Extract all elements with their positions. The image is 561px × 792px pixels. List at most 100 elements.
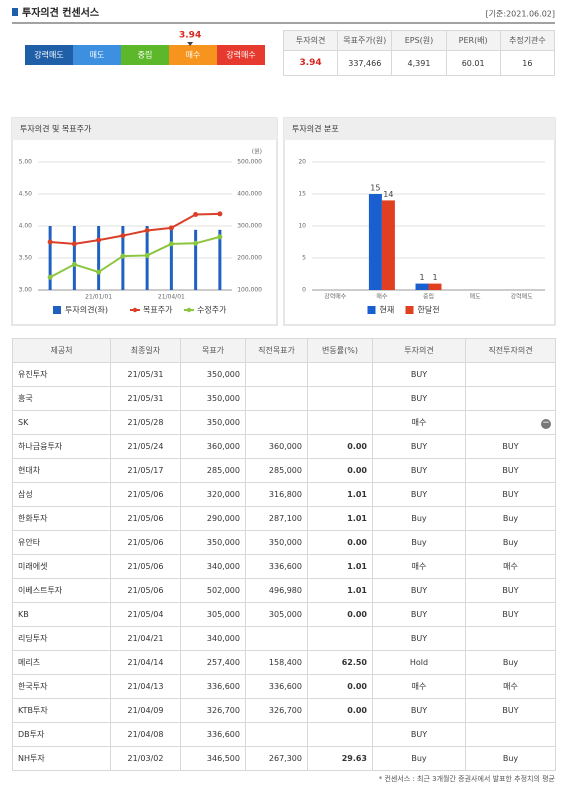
y-tick-label: 4.00	[19, 223, 33, 230]
table-cell: 29.63	[307, 746, 373, 771]
table-cell: 290,000	[180, 506, 246, 531]
point	[193, 211, 199, 217]
table-cell	[245, 386, 308, 411]
table-cell	[465, 722, 556, 747]
point	[144, 252, 150, 258]
table-cell	[307, 722, 373, 747]
scale-segment	[169, 45, 217, 65]
bar	[97, 226, 101, 290]
legend-swatch	[405, 306, 414, 314]
table-cell: 1.01	[307, 578, 373, 603]
table-cell: DB투자	[12, 722, 111, 747]
base-date: [기준:2021.06.02]	[486, 10, 555, 19]
table-cell: 350,000	[180, 410, 246, 435]
point	[217, 234, 223, 240]
table-row: 한국투자 21/04/13 336,600 336,600 0.00 매수 매수	[12, 674, 556, 699]
table-row: KB 21/05/04 305,000 305,000 0.00 BUY BUY	[12, 602, 556, 627]
table-cell: BUY	[465, 602, 556, 627]
table-cell: 매수	[465, 554, 556, 579]
table-cell: Buy	[465, 530, 556, 555]
table-cell: Buy	[372, 506, 466, 531]
table-cell: 0.00	[307, 458, 373, 483]
summary-value-row: 3.94 337,466 4,391 60.01 16	[282, 50, 556, 76]
y2-tick-label: 100,000	[237, 287, 262, 294]
panel-header	[284, 118, 555, 140]
table-cell: BUY	[372, 386, 466, 411]
table-cell: BUY	[372, 722, 466, 747]
header-row: 제공처 최종일자 목표가 직전목표가 변동률(%) 투자의견 직전투자의견	[12, 338, 556, 363]
y-tick-label: 5.00	[19, 159, 33, 166]
y-tick-label: 3.00	[19, 287, 33, 294]
column-header: 직전목표가	[245, 338, 308, 363]
y-tick-label: 5	[302, 255, 306, 262]
table-cell: BUY	[372, 482, 466, 507]
y-tick-label: 15	[298, 191, 306, 198]
table-cell: BUY	[372, 458, 466, 483]
point	[71, 261, 77, 267]
value-label: 1	[432, 273, 437, 282]
panel-header	[12, 118, 277, 140]
summary-header-row: 투자의견 목표주가(원) EPS(원) PER(배) 추정기관수	[282, 30, 556, 51]
table-cell: 미래에셋	[12, 554, 111, 579]
value-label: 15	[370, 184, 380, 193]
summary-table: 투자의견 목표주가(원) EPS(원) PER(배) 추정기관수 3.94 337,466 4…	[282, 30, 556, 76]
table-cell: 350,000	[180, 386, 246, 411]
table-cell: 21/05/06	[110, 482, 181, 507]
table-cell	[307, 626, 373, 651]
legend-swatch	[132, 307, 138, 313]
table-cell: BUY	[372, 362, 466, 387]
summary-value: 60.01	[445, 50, 501, 76]
table-cell	[465, 386, 556, 411]
table-cell: 21/05/06	[110, 506, 181, 531]
bar	[145, 226, 149, 290]
table-cell: 285,000	[180, 458, 246, 483]
table-row: 삼성 21/05/06 320,000 316,800 1.01 BUY BUY	[12, 482, 556, 507]
title-bullet	[12, 8, 18, 16]
table-cell: 매수	[372, 554, 466, 579]
table-cell: NH투자	[12, 746, 111, 771]
column-header: 최종일자	[110, 338, 181, 363]
table-cell: 21/04/13	[110, 674, 181, 699]
table-cell: 1.01	[307, 506, 373, 531]
scale-segment	[73, 45, 121, 65]
column-header: 목표가	[180, 338, 246, 363]
table-cell: 0.00	[307, 602, 373, 627]
y2-unit: (원)	[252, 148, 262, 156]
table-row: 유진투자 21/05/31 350,000 BUY	[12, 362, 556, 387]
table-cell: KB	[12, 602, 111, 627]
point	[96, 269, 102, 275]
table-cell: 21/04/21	[110, 626, 181, 651]
table-cell: Buy	[372, 530, 466, 555]
bar	[169, 226, 173, 290]
summary-value: 337,466	[337, 50, 393, 76]
point	[168, 225, 174, 231]
table-cell: 1.01	[307, 554, 373, 579]
table-cell: 326,700	[180, 698, 246, 723]
table-cell: 21/03/02	[110, 746, 181, 771]
table-cell: 326,700	[245, 698, 308, 723]
point	[168, 241, 174, 247]
table-cell: 0.00	[307, 530, 373, 555]
table-cell: 하나금융투자	[12, 434, 111, 459]
line	[49, 235, 221, 279]
table-row: SK 21/05/28 350,000 매수	[12, 410, 556, 435]
legend-label: 투자의견(좌)	[65, 305, 108, 315]
table-cell: 496,980	[245, 578, 308, 603]
table-cell: 21/05/06	[110, 530, 181, 555]
x-tick-label: 21/04/01	[158, 294, 185, 301]
scale-marker	[187, 42, 194, 46]
bar	[48, 226, 52, 290]
table-cell: 305,000	[245, 602, 308, 627]
consensus-table: 제공처 최종일자 목표가 직전목표가 변동률(%) 투자의견 직전투자의견 유진투자 21/05…	[12, 338, 556, 771]
scale-value: 3.94	[179, 31, 201, 41]
table-row: 이베스트투자 21/05/06 502,000 496,980 1.01 BUY BUY	[12, 578, 556, 603]
table-cell	[307, 386, 373, 411]
scale-segment	[217, 45, 265, 65]
table-cell: 340,000	[180, 626, 246, 651]
scale-label: 강력매도	[34, 50, 63, 60]
panel-title: 투자의견 분포	[292, 124, 339, 134]
table-cell: 21/05/31	[110, 362, 181, 387]
summary-value: 16	[499, 50, 556, 76]
point	[47, 239, 53, 245]
table-row: DB투자 21/04/08 336,600 BUY	[12, 722, 556, 747]
